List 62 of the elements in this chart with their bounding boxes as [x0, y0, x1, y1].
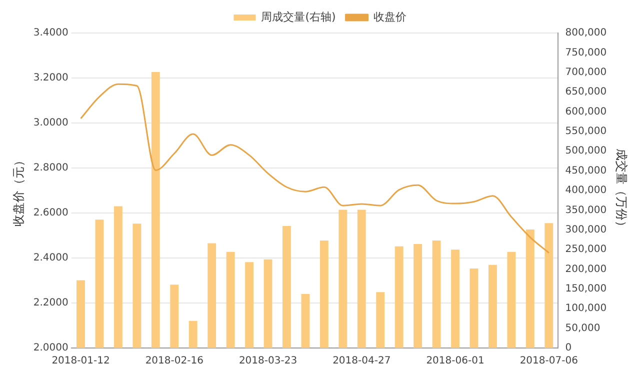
- y2-tick-label: 0: [565, 342, 572, 354]
- y2-tick-label: 750,000: [565, 47, 607, 58]
- bar: [208, 243, 216, 348]
- y2-tick-label: 550,000: [565, 126, 607, 138]
- bar: [282, 226, 291, 348]
- y-tick-label: 2.4000: [33, 252, 68, 264]
- y2-tick-label: 600,000: [565, 106, 607, 118]
- x-tick-label: 2018-01-12: [52, 356, 110, 367]
- y-tick-label: 2.6000: [33, 208, 68, 219]
- y-tick-label: 2.0000: [33, 342, 68, 354]
- bar: [470, 268, 478, 348]
- bar: [320, 240, 328, 348]
- bar: [76, 280, 85, 348]
- y2-tick-label: 800,000: [565, 28, 607, 39]
- bar: [394, 246, 404, 348]
- y-tick-label: 2.2000: [33, 298, 68, 309]
- y2-tick-label: 250,000: [565, 244, 607, 256]
- bar: [95, 220, 104, 348]
- bar: [488, 264, 497, 348]
- y2-tick-label: 300,000: [565, 224, 607, 236]
- bar: [114, 206, 122, 348]
- legend-label: 周成交量(右轴): [261, 10, 336, 24]
- y2-tick-label: 400,000: [565, 185, 607, 196]
- bar: [151, 72, 160, 348]
- bar: [132, 224, 142, 348]
- x-tick-label: 2018-03-23: [238, 356, 298, 367]
- y2-tick-label: 500,000: [565, 146, 607, 157]
- legend-label: 收盘价: [373, 10, 406, 24]
- bar: [188, 320, 198, 348]
- y-tick-label: 3.2000: [33, 72, 68, 84]
- y2-tick-label: 650,000: [565, 86, 607, 98]
- y-axis-title: 收盘价（元）: [11, 154, 26, 226]
- bar: [414, 244, 422, 348]
- x-tick-label: 2018-04-27: [332, 356, 391, 367]
- y2-axis-title: 成交量（万份）: [614, 148, 629, 232]
- x-tick-label: 2018-07-06: [520, 356, 578, 367]
- bar: [245, 262, 254, 348]
- y2-tick-label: 200,000: [565, 264, 607, 275]
- y2-tick-label: 700,000: [565, 66, 607, 78]
- y2-tick-label: 450,000: [565, 165, 607, 176]
- y-tick-label: 2.8000: [33, 162, 68, 174]
- bar: [432, 240, 441, 348]
- bar: [544, 223, 554, 348]
- y-tick-label: 3.0000: [33, 118, 68, 129]
- y2-tick-label: 350,000: [565, 204, 607, 216]
- bar: [376, 292, 385, 348]
- bar: [170, 284, 179, 348]
- y2-tick-label: 50,000: [565, 322, 600, 334]
- bar: [301, 294, 310, 348]
- y2-tick-label: 150,000: [565, 284, 607, 295]
- bar: [526, 229, 534, 348]
- bar: [451, 250, 460, 348]
- bar: [357, 210, 366, 348]
- y2-tick-label: 100,000: [565, 303, 607, 314]
- bar: [226, 252, 235, 348]
- line-series: [80, 83, 550, 254]
- bar: [264, 259, 272, 348]
- bar: [507, 252, 516, 348]
- x-tick-label: 2018-06-01: [426, 356, 484, 367]
- y-tick-label: 3.4000: [33, 28, 68, 39]
- bar: [338, 210, 348, 348]
- x-tick-label: 2018-02-16: [145, 356, 204, 367]
